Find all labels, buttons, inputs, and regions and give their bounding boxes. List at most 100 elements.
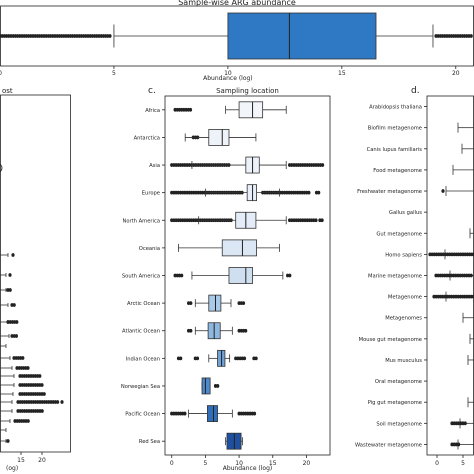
panel-d-flier bbox=[468, 252, 472, 257]
panel-d-letter: d. bbox=[411, 86, 420, 96]
panel-c-flier bbox=[238, 356, 242, 361]
panel-d-category-label: Freshwater metagenome bbox=[357, 189, 422, 195]
panel-d-flier bbox=[458, 273, 462, 278]
panel-a-flier bbox=[445, 34, 449, 38]
panel-c-category-label: Indian Ocean bbox=[126, 356, 160, 362]
panel-a-flier bbox=[33, 34, 37, 38]
panel-c-category-label: Atlantic Ocean bbox=[122, 329, 160, 335]
panel-c-category-label: Oceania bbox=[139, 246, 160, 252]
panel-a-flier bbox=[465, 34, 469, 38]
panel-c-flier bbox=[288, 218, 292, 223]
panel-c-flier bbox=[187, 328, 191, 333]
panel-c-flier bbox=[180, 273, 184, 278]
panel-d-flier bbox=[459, 421, 463, 426]
panel-b-flier bbox=[8, 273, 12, 277]
panel-b-flier bbox=[16, 400, 20, 404]
panel-b-flier bbox=[56, 400, 60, 404]
panel-c-category-label: Africa bbox=[145, 108, 160, 114]
panel-c-flier bbox=[187, 301, 191, 306]
panel-c-flier bbox=[305, 190, 309, 195]
panel-d-xtick-label: 0 bbox=[435, 460, 439, 467]
panel-c-flier bbox=[286, 273, 290, 278]
panel-d-flier bbox=[436, 273, 440, 278]
panel-c-flier bbox=[234, 356, 238, 361]
panel-a-flier bbox=[93, 34, 97, 38]
panel-b-title: ost bbox=[2, 87, 13, 95]
panel-b-flier bbox=[21, 356, 25, 360]
panel-c-flier bbox=[307, 163, 311, 167]
panel-a-flier bbox=[108, 34, 112, 38]
panel-c-flier bbox=[300, 190, 304, 195]
panel-b-flier bbox=[31, 392, 35, 396]
panel-c-box bbox=[238, 101, 264, 119]
panel-c-flier bbox=[194, 218, 198, 223]
panel-b-flier bbox=[47, 400, 51, 404]
panel-c-flier bbox=[170, 218, 174, 223]
panel-b-flier bbox=[20, 409, 24, 413]
panel-c-flier bbox=[170, 163, 174, 167]
panel-c-flier bbox=[181, 163, 185, 167]
panel-a-tick-label: 20 bbox=[452, 70, 460, 77]
panel-b-flier bbox=[29, 400, 33, 404]
panel-d-flier bbox=[454, 252, 458, 257]
panel-c-flier bbox=[183, 163, 187, 167]
panel-d-category-label: Oral metagenome bbox=[375, 379, 422, 385]
panel-d-flier bbox=[448, 252, 452, 257]
panel-c-flier bbox=[294, 218, 298, 223]
panel-b-flier bbox=[36, 383, 40, 387]
panel-b-flier bbox=[25, 383, 29, 387]
panel-c-flier bbox=[294, 190, 298, 195]
panel-c-flier bbox=[254, 356, 258, 361]
panel-a-flier bbox=[106, 34, 110, 38]
panel-a-flier bbox=[458, 34, 462, 38]
panel-c-flier bbox=[241, 301, 246, 306]
panel-c-flier bbox=[196, 190, 200, 195]
panel-b-flier bbox=[22, 383, 26, 387]
panel-d-flier bbox=[469, 273, 473, 278]
panel-c-flier bbox=[287, 190, 291, 195]
panel-c-flier bbox=[252, 411, 257, 416]
panel-c-flier bbox=[179, 356, 183, 361]
panel-b-flier bbox=[12, 303, 16, 307]
panel-b-flier bbox=[10, 334, 14, 338]
panel-a-tick-label: 15 bbox=[338, 70, 346, 77]
panel-b-flier bbox=[17, 419, 21, 423]
panel-b-flier bbox=[16, 356, 20, 360]
panel-d-flier bbox=[452, 252, 456, 257]
panel-c-flier bbox=[183, 218, 187, 223]
panel-d-category-label: Pig gut metagenome bbox=[368, 400, 422, 406]
panel-d-flier bbox=[449, 273, 453, 278]
panel-d-category-label: Wastewater metagenome bbox=[355, 442, 422, 448]
panel-c-flier bbox=[310, 218, 314, 223]
panel-b-flier bbox=[31, 409, 35, 413]
panel-b-flier bbox=[34, 409, 38, 413]
panel-c-title: Sampling location bbox=[216, 87, 279, 95]
panel-c-flier bbox=[305, 218, 309, 223]
panel-b-flier bbox=[24, 419, 28, 423]
panel-c-flier bbox=[250, 411, 254, 416]
panel-b-flier bbox=[25, 400, 29, 404]
panel-c-flier bbox=[172, 411, 176, 416]
panel-a-flier bbox=[443, 34, 447, 38]
panel-c-flier bbox=[298, 190, 302, 195]
panel-c-category-label: Norwegian Sea bbox=[121, 384, 160, 390]
panel-d-flier bbox=[452, 442, 456, 447]
panel-a-flier bbox=[49, 34, 53, 38]
panel-d-flier bbox=[441, 252, 445, 257]
panel-d-flier bbox=[450, 294, 454, 299]
panel-a-flier bbox=[469, 34, 473, 38]
panel-c-box bbox=[246, 184, 257, 202]
panel-c-flier bbox=[301, 218, 305, 223]
panel-b-flier bbox=[29, 374, 33, 378]
panel-c-flier bbox=[180, 107, 184, 112]
panel-c-flier bbox=[314, 190, 319, 195]
panel-c-box bbox=[208, 129, 230, 146]
panel-b-flier bbox=[19, 366, 23, 370]
panel-b-flier bbox=[6, 439, 10, 443]
panel-b-flier bbox=[29, 392, 33, 396]
panel-a-flier bbox=[24, 34, 28, 38]
panel-c-flier bbox=[181, 190, 185, 195]
panel-b-tick-label: 20 bbox=[38, 457, 46, 464]
panel-b-flier bbox=[18, 392, 22, 396]
